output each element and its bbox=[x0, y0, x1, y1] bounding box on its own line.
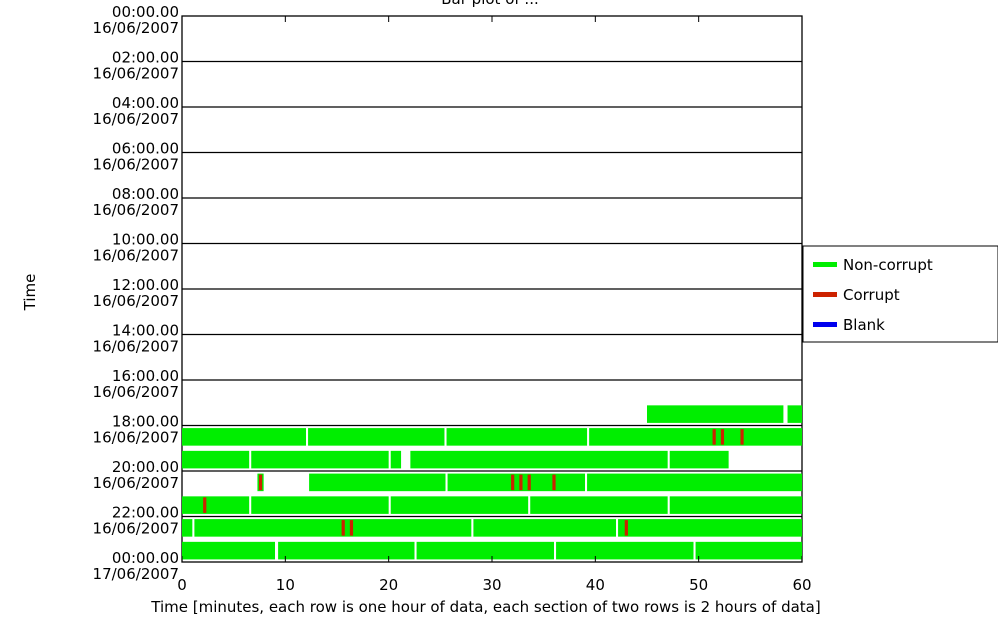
y-tick-time: 00:00.00 bbox=[112, 3, 179, 21]
y-tick-time: 14:00.00 bbox=[112, 322, 179, 340]
y-tick-time: 00:00.00 bbox=[112, 549, 179, 567]
corrupt-marker bbox=[341, 520, 345, 536]
corrupt-marker bbox=[720, 429, 725, 445]
y-tick-date: 16/06/2007 bbox=[93, 338, 179, 356]
x-tick-label: 10 bbox=[276, 576, 295, 594]
non-corrupt-segment bbox=[410, 450, 668, 469]
y-tick-date: 16/06/2007 bbox=[93, 520, 179, 538]
y-tick-time: 02:00.00 bbox=[112, 49, 179, 67]
legend-label: Blank bbox=[843, 316, 885, 334]
non-corrupt-segment bbox=[182, 428, 306, 446]
non-corrupt-segment bbox=[473, 519, 616, 537]
non-corrupt-segment bbox=[182, 541, 275, 560]
non-corrupt-segment bbox=[556, 541, 694, 560]
y-tick-time: 12:00.00 bbox=[112, 276, 179, 294]
y-tick-time: 10:00.00 bbox=[112, 231, 179, 249]
non-corrupt-segment bbox=[278, 541, 415, 560]
non-corrupt-segment bbox=[251, 496, 389, 514]
y-tick-date: 16/06/2007 bbox=[93, 19, 179, 37]
non-corrupt-segment bbox=[390, 450, 402, 469]
x-axis-label: Time [minutes, each row is one hour of d… bbox=[150, 598, 820, 616]
corrupt-marker bbox=[527, 474, 531, 491]
corrupt-marker bbox=[519, 474, 523, 491]
non-corrupt-segment bbox=[669, 450, 729, 469]
legend-swatch bbox=[813, 262, 837, 267]
bars-layer bbox=[182, 405, 802, 560]
non-corrupt-segment bbox=[530, 496, 668, 514]
y-tick-date: 16/06/2007 bbox=[93, 474, 179, 492]
y-tick-time: 08:00.00 bbox=[112, 185, 179, 203]
y-tick-date: 16/06/2007 bbox=[93, 247, 179, 265]
corrupt-marker bbox=[740, 429, 744, 445]
non-corrupt-segment bbox=[309, 473, 446, 492]
non-corrupt-segment bbox=[647, 405, 784, 423]
y-tick-date: 16/06/2007 bbox=[93, 110, 179, 128]
y-tick-date: 16/06/2007 bbox=[93, 429, 179, 447]
corrupt-marker bbox=[712, 429, 716, 445]
y-tick-time: 06:00.00 bbox=[112, 140, 179, 158]
non-corrupt-segment bbox=[194, 519, 472, 537]
legend-label: Non-corrupt bbox=[843, 256, 933, 274]
non-corrupt-segment bbox=[787, 405, 802, 423]
y-tick-date: 16/06/2007 bbox=[93, 156, 179, 174]
y-tick-time: 16:00.00 bbox=[112, 367, 179, 385]
corrupt-marker bbox=[258, 474, 263, 491]
y-tick-date: 16/06/2007 bbox=[93, 383, 179, 401]
non-corrupt-segment bbox=[416, 541, 554, 560]
y-tick-date: 16/06/2007 bbox=[93, 292, 179, 310]
y-tick-date: 16/06/2007 bbox=[93, 65, 179, 83]
corrupt-marker bbox=[511, 474, 515, 491]
y-tick-time: 18:00.00 bbox=[112, 413, 179, 431]
non-corrupt-segment bbox=[308, 428, 445, 446]
x-tick-label: 50 bbox=[689, 576, 708, 594]
corrupt-marker bbox=[203, 497, 207, 513]
y-axis-label: Time bbox=[21, 274, 39, 312]
x-tick-label: 30 bbox=[482, 576, 501, 594]
non-corrupt-segment bbox=[669, 496, 802, 514]
legend-label: Corrupt bbox=[843, 286, 900, 304]
non-corrupt-segment bbox=[182, 519, 193, 537]
chart-title: Bar plot of ... bbox=[441, 0, 538, 8]
x-tick-label: 60 bbox=[792, 576, 811, 594]
y-tick-date: 17/06/2007 bbox=[93, 565, 179, 583]
corrupt-marker bbox=[624, 520, 628, 536]
x-tick-label: 0 bbox=[177, 576, 187, 594]
non-corrupt-segment bbox=[587, 473, 802, 492]
non-corrupt-segment bbox=[695, 541, 802, 560]
y-tick-time: 22:00.00 bbox=[112, 504, 179, 522]
x-tick-label: 40 bbox=[586, 576, 605, 594]
legend-layer: Non-corrupt Corrupt Blank bbox=[802, 245, 998, 343]
title-layer: Bar plot of ... bbox=[441, 0, 538, 8]
y-tick-time: 04:00.00 bbox=[112, 94, 179, 112]
y-tick-time: 20:00.00 bbox=[112, 458, 179, 476]
non-corrupt-segment bbox=[251, 450, 389, 469]
legend-swatch bbox=[813, 322, 837, 327]
axis-layer: 00:00.0016/06/200702:00.0016/06/200704:0… bbox=[93, 3, 812, 594]
legend-swatch bbox=[813, 292, 837, 297]
non-corrupt-segment bbox=[182, 496, 250, 514]
non-corrupt-segment bbox=[589, 428, 802, 446]
x-tick-label: 20 bbox=[379, 576, 398, 594]
non-corrupt-segment bbox=[390, 496, 529, 514]
non-corrupt-segment bbox=[447, 473, 585, 492]
non-corrupt-segment bbox=[182, 450, 250, 469]
corrupt-marker bbox=[552, 474, 556, 491]
non-corrupt-segment bbox=[618, 519, 802, 537]
non-corrupt-segment bbox=[446, 428, 588, 446]
y-tick-date: 16/06/2007 bbox=[93, 201, 179, 219]
corrupt-marker bbox=[349, 520, 354, 536]
